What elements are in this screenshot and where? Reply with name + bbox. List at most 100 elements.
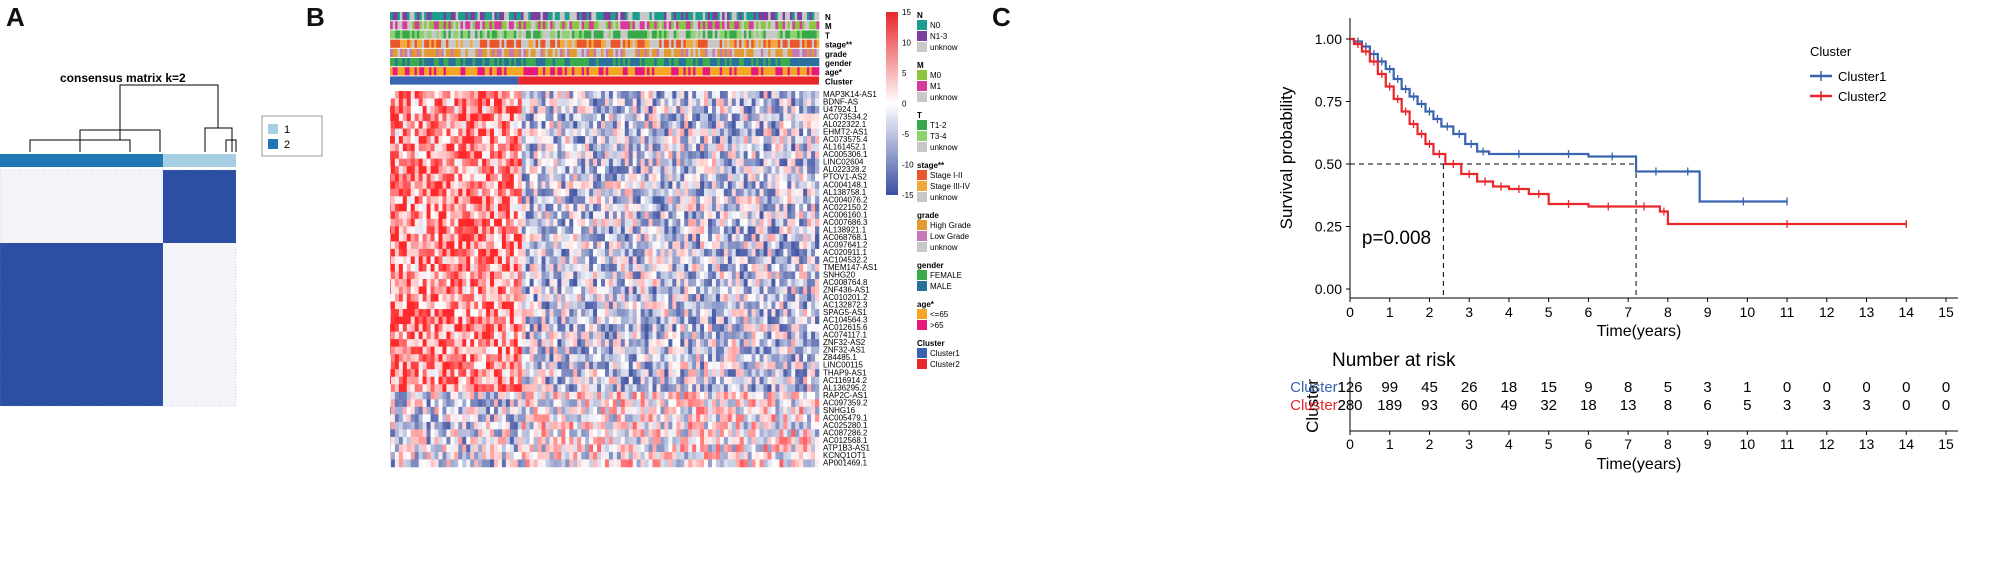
heatmap-cell (625, 151, 629, 159)
heatmap-cell (526, 309, 530, 317)
annotation-cell (572, 49, 575, 57)
heatmap-cell (478, 121, 482, 129)
heatmap-cell (637, 234, 641, 242)
heatmap-cell (514, 256, 518, 264)
heatmap-cell (391, 294, 395, 302)
annotation-cell (511, 21, 514, 29)
annotation-cell (814, 58, 817, 66)
annotation-cell (480, 40, 483, 48)
heatmap-cell (474, 181, 478, 189)
heatmap-cell (625, 249, 629, 257)
heatmap-cell (696, 129, 700, 137)
heatmap-cell (454, 256, 458, 264)
heatmap-cell (462, 226, 466, 234)
annotation-cell (446, 40, 449, 48)
heatmap-cell (538, 324, 542, 332)
annotation-cell (577, 40, 580, 48)
heatmap-cell (708, 234, 712, 242)
heatmap-cell (704, 136, 708, 144)
heatmap-cell (783, 159, 787, 167)
heatmap-cell (609, 189, 613, 197)
heatmap-cell (395, 204, 399, 212)
heatmap-cell (613, 181, 617, 189)
heatmap-cell (498, 136, 502, 144)
heatmap-cell (645, 309, 649, 317)
heatmap-cell (767, 279, 771, 287)
annotation-track (390, 40, 819, 48)
heatmap-cell (585, 181, 589, 189)
annotation-cell (773, 67, 776, 75)
heatmap-cell (399, 339, 403, 347)
annotation-cell (613, 21, 616, 29)
heatmap-cell (510, 166, 514, 174)
heatmap-cell (427, 302, 431, 310)
annotation-cell (666, 67, 669, 75)
annotation-cell (812, 21, 815, 29)
heatmap-cell (411, 129, 415, 137)
heatmap-cell (546, 302, 550, 310)
annotation-cell (613, 12, 616, 20)
heatmap-cell (760, 174, 764, 182)
heatmap-cell (454, 91, 458, 99)
heatmap-cell (748, 189, 752, 197)
annotation-cell (640, 58, 643, 66)
annotation-cell (473, 67, 476, 75)
annotation-cell (804, 67, 807, 75)
annotation-cell (712, 49, 715, 57)
heatmap-cell (756, 256, 760, 264)
heatmap-cell (569, 174, 573, 182)
heatmap-cell (712, 114, 716, 122)
heatmap-cell (482, 294, 486, 302)
annotation-cell (543, 40, 546, 48)
heatmap-cell (577, 99, 581, 107)
heatmap-cell (645, 211, 649, 219)
heatmap-cell (656, 279, 660, 287)
annotation-cell (623, 49, 626, 57)
annotation-cell (681, 40, 684, 48)
annotation-cell (744, 40, 747, 48)
heatmap-cell (664, 256, 668, 264)
annotation-cell (584, 58, 587, 66)
heatmap-cell (419, 181, 423, 189)
heatmap-cell (391, 339, 395, 347)
heatmap-cell (427, 129, 431, 137)
heatmap-cell (756, 249, 760, 257)
heatmap-cell (411, 91, 415, 99)
annotation-cell (608, 49, 611, 57)
annotation-cell (400, 67, 403, 75)
heatmap-cell (438, 287, 442, 295)
annotation-cell (424, 12, 427, 20)
heatmap-cell (664, 234, 668, 242)
annotation-cell (560, 30, 563, 38)
heatmap-cell (522, 279, 526, 287)
annotation-cell (553, 12, 556, 20)
annotation-cell (741, 40, 744, 48)
heatmap-cell (474, 159, 478, 167)
heatmap-cell (653, 99, 657, 107)
annotation-cell (444, 58, 447, 66)
heatmap-cell (712, 264, 716, 272)
annotation-cell (431, 40, 434, 48)
heatmap-cell (415, 324, 419, 332)
heatmap-cell (783, 174, 787, 182)
heatmap-cell (720, 144, 724, 152)
heatmap-cell (645, 196, 649, 204)
heatmap-cell (486, 166, 490, 174)
heatmap-cell (633, 332, 637, 340)
heatmap-cell (617, 264, 621, 272)
heatmap-cell (787, 264, 791, 272)
heatmap-cell (783, 144, 787, 152)
heatmap-cell (490, 99, 494, 107)
heatmap-cell (494, 309, 498, 317)
annotation-cell (516, 58, 519, 66)
heatmap-cell (593, 144, 597, 152)
heatmap-cell (399, 279, 403, 287)
heatmap-cell (419, 302, 423, 310)
annotation-cell (705, 12, 708, 20)
heatmap-cell (462, 279, 466, 287)
heatmap-cell (549, 279, 553, 287)
heatmap-cell (641, 317, 645, 325)
heatmap-cell (542, 136, 546, 144)
heatmap-cell (446, 324, 450, 332)
annotation-cell (649, 30, 652, 38)
